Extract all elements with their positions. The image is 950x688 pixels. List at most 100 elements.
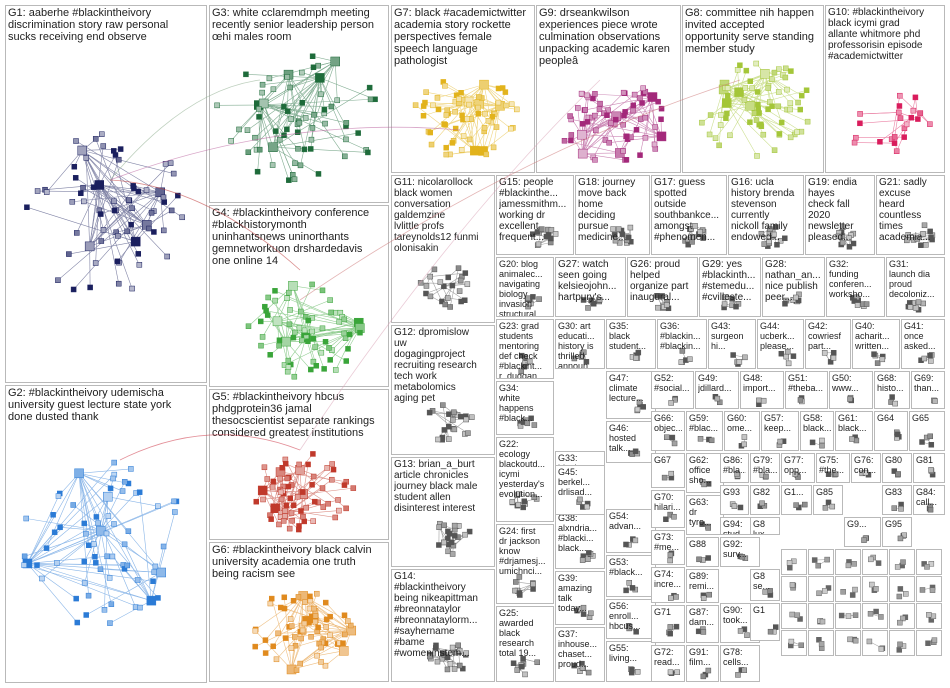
network-node <box>918 242 924 248</box>
network-node <box>319 325 326 332</box>
network-node <box>288 281 298 291</box>
network-edge <box>85 157 90 247</box>
network-node <box>668 595 674 601</box>
network-node <box>160 543 167 550</box>
group-panel-g88: G88 <box>686 537 719 567</box>
network-node <box>284 74 290 80</box>
network-node <box>327 632 333 638</box>
network-node <box>475 110 482 117</box>
network-node <box>633 127 640 133</box>
group-panel-g52: G52: #social... <box>651 371 694 409</box>
network-node <box>299 100 305 106</box>
network-node <box>579 557 586 563</box>
network-node <box>661 474 668 481</box>
network-node <box>164 253 170 260</box>
network-node <box>584 503 590 510</box>
network-node <box>111 198 117 204</box>
network-node <box>878 646 885 652</box>
group-network-g36 <box>678 348 693 365</box>
network-node <box>743 67 750 74</box>
network-node <box>456 647 463 654</box>
network-node <box>73 595 79 602</box>
group-panel-g54: G54: advan... <box>606 509 656 553</box>
network-node <box>297 162 304 169</box>
network-node <box>111 459 117 466</box>
network-node <box>784 86 790 93</box>
network-node <box>121 541 128 548</box>
network-node <box>767 226 773 232</box>
network-node <box>449 282 456 289</box>
network-node <box>749 85 755 91</box>
network-node <box>623 541 629 548</box>
group-network-g40 <box>871 351 886 366</box>
network-node <box>21 553 28 560</box>
network-node <box>245 323 252 329</box>
network-node <box>893 148 900 154</box>
network-node <box>894 564 901 570</box>
network-node <box>851 139 858 146</box>
network-node <box>829 503 836 510</box>
network-edge <box>854 142 895 144</box>
group-label: G76: con... <box>854 455 877 475</box>
network-node <box>714 395 721 402</box>
network-edge <box>27 563 155 573</box>
network-node <box>534 659 540 666</box>
network-node <box>651 141 658 148</box>
network-node <box>561 138 568 144</box>
network-edge <box>262 77 320 85</box>
network-node <box>530 586 536 592</box>
group-panel-g57: G57: keep... <box>761 411 799 451</box>
network-node <box>267 600 274 607</box>
network-node <box>516 574 523 580</box>
network-node <box>629 666 635 673</box>
group-network-g48 <box>756 397 767 408</box>
network-edge <box>27 563 128 566</box>
network-edge <box>248 285 294 327</box>
network-node <box>620 148 626 154</box>
network-node <box>434 95 441 101</box>
group-network-g21 <box>904 222 936 248</box>
network-node <box>262 637 269 643</box>
network-node <box>116 156 122 163</box>
network-edge <box>303 630 352 633</box>
network-node <box>426 409 433 416</box>
network-node <box>652 124 658 130</box>
group-label: G83 <box>885 487 903 497</box>
network-node <box>107 485 114 492</box>
network-node <box>774 241 780 248</box>
network-node <box>84 241 95 252</box>
small-group-network <box>788 638 805 649</box>
network-node <box>775 89 782 95</box>
network-node <box>90 184 97 190</box>
group-panel-g60: G60: ome... <box>724 411 760 451</box>
small-group-panel <box>808 549 834 575</box>
network-node <box>798 92 805 99</box>
network-node <box>777 438 783 445</box>
group-panel-g68: G68: histo... <box>874 371 910 409</box>
network-node <box>303 504 310 511</box>
network-node <box>444 666 451 673</box>
network-node <box>667 552 674 558</box>
network-node <box>74 230 80 236</box>
network-node <box>305 338 311 344</box>
network-edge <box>255 630 292 670</box>
network-node <box>443 151 450 158</box>
network-node <box>667 630 673 637</box>
network-node <box>74 619 81 626</box>
network-node <box>321 106 328 113</box>
group-network-g28 <box>782 291 802 307</box>
small-group-panel <box>916 630 942 656</box>
group-panel-g64: G64 <box>874 411 908 451</box>
network-node <box>462 531 468 538</box>
network-node <box>87 284 93 291</box>
small-group-panel <box>862 549 888 575</box>
group-label: G75: #the... <box>819 455 845 475</box>
network-node <box>903 121 910 128</box>
network-node <box>582 107 588 113</box>
network-node <box>852 637 859 644</box>
network-node <box>771 147 778 153</box>
network-node <box>146 595 157 606</box>
network-node <box>322 599 329 606</box>
network-node <box>789 582 796 588</box>
network-node <box>901 134 907 140</box>
